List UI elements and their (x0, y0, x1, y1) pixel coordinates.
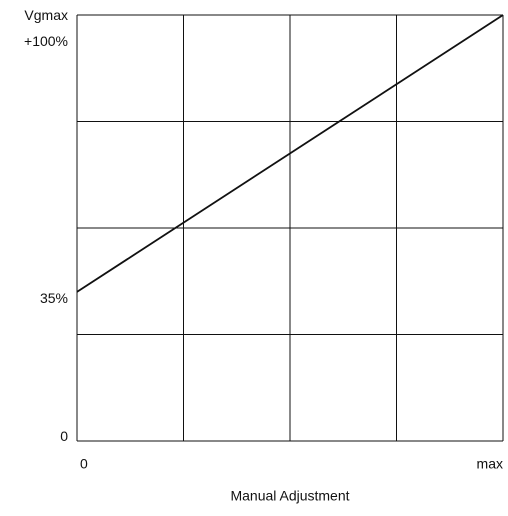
x-tick-label: 0 (80, 456, 88, 472)
x-tick-label: max (477, 456, 503, 472)
y-tick-label: Vgmax +100% (24, 7, 68, 49)
y-tick-label: 0 (60, 428, 68, 444)
x-axis-label: Manual Adjustment (230, 488, 349, 504)
line (76, 14, 504, 293)
y-tick-label: 35% (39, 289, 68, 306)
